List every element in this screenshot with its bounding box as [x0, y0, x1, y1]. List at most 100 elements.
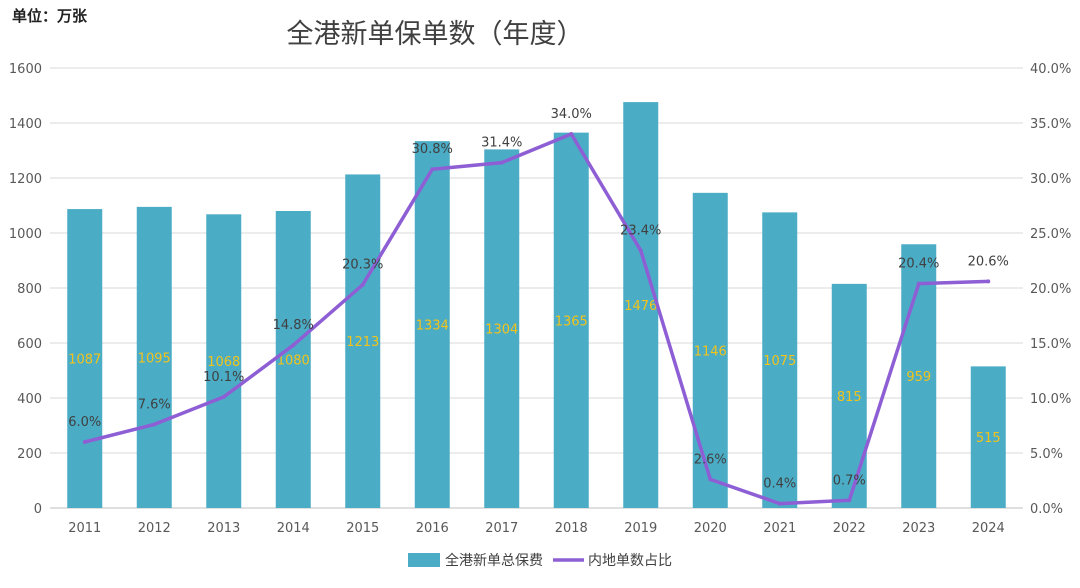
series-line — [83, 132, 991, 506]
unit-label: 单位：万张 — [12, 7, 88, 25]
right-tick-label: 0.0% — [1030, 502, 1063, 517]
line-value-label: 2.6% — [694, 452, 727, 467]
left-tick-label: 1400 — [9, 117, 42, 132]
line-value-label: 23.4% — [620, 224, 661, 239]
line-series — [82, 132, 991, 506]
line-point — [569, 132, 574, 136]
x-tick-label: 2012 — [138, 521, 171, 536]
left-tick-label: 200 — [17, 447, 42, 462]
left-tick-label: 1600 — [9, 62, 42, 77]
line-point — [847, 498, 852, 503]
x-tick-label: 2011 — [68, 521, 101, 536]
bar — [692, 192, 728, 508]
x-tick-label: 2024 — [972, 521, 1005, 536]
x-tick-label: 2021 — [763, 521, 796, 536]
bar-value-label: 1146 — [694, 344, 727, 359]
line-point — [152, 422, 157, 427]
line-point — [430, 167, 435, 172]
line-value-label: 7.6% — [138, 397, 171, 412]
line-value-label: 20.6% — [968, 254, 1009, 269]
x-tick-label: 2020 — [694, 521, 727, 536]
bar — [970, 366, 1006, 508]
left-tick-label: 600 — [17, 337, 42, 352]
left-tick-label: 1000 — [9, 227, 42, 242]
bar — [345, 174, 381, 509]
bar — [67, 209, 103, 508]
right-tick-label: 15.0% — [1030, 337, 1071, 352]
x-tick-label: 2013 — [207, 521, 240, 536]
line-value-label: 34.0% — [551, 107, 592, 122]
x-tick-label: 2023 — [902, 521, 935, 536]
bar-series — [67, 102, 1006, 509]
right-tick-label: 30.0% — [1030, 172, 1071, 187]
left-tick-label: 800 — [17, 282, 42, 297]
line-point — [916, 281, 921, 286]
bar-value-label: 1087 — [68, 353, 101, 368]
line-point — [638, 248, 643, 253]
line-value-label: 20.3% — [342, 258, 383, 273]
left-axis: 0 200 400 600 800 1000 1200 1400 1600 — [9, 62, 42, 517]
bar-value-label: 1334 — [416, 319, 449, 334]
bar-data-labels: 1087 1095 1068 1080 1213 1334 1304 1365 1476 1146… — [68, 299, 1000, 446]
legend-bar-label: 全港新单总保费 — [445, 552, 543, 569]
line-point — [499, 160, 504, 165]
bar-value-label: 959 — [906, 370, 931, 385]
line-value-label: 14.8% — [273, 318, 314, 333]
line-value-label: 6.0% — [68, 415, 101, 430]
bar-value-label: 1304 — [485, 323, 518, 338]
bar — [484, 149, 520, 508]
line-value-label: 0.4% — [763, 477, 796, 492]
line-point — [82, 440, 87, 444]
x-tick-label: 2022 — [833, 521, 866, 536]
bar — [831, 283, 867, 508]
line-value-label: 0.7% — [833, 473, 866, 488]
line-point — [777, 501, 782, 506]
right-tick-label: 25.0% — [1030, 227, 1071, 242]
bar — [275, 211, 311, 508]
bar-value-label: 1213 — [346, 335, 379, 350]
line-value-label: 20.4% — [898, 257, 939, 272]
bar-value-label: 1095 — [138, 351, 171, 366]
left-tick-label: 400 — [17, 392, 42, 407]
gridlines — [50, 67, 1023, 509]
right-tick-label: 35.0% — [1030, 117, 1071, 132]
line-point — [708, 477, 713, 482]
left-tick-label: 0 — [34, 502, 42, 517]
chart-title: 全港新单保单数（年度） — [287, 19, 584, 50]
bar — [206, 214, 242, 509]
x-tick-label: 2015 — [346, 521, 379, 536]
right-axis: 0.0% 5.0% 10.0% 15.0% 20.0% 25.0% 30.0% 35.0% 40… — [1030, 62, 1071, 517]
right-tick-label: 10.0% — [1030, 392, 1071, 407]
line-data-labels: 6.0% 7.6% 10.1% 14.8% 20.3% 30.8% 31.4% 34.0% 23… — [68, 107, 1009, 492]
x-tick-label: 2019 — [624, 521, 657, 536]
line-point — [986, 279, 991, 284]
bar-value-label: 1080 — [277, 354, 310, 369]
bar — [414, 141, 450, 508]
x-tick-label: 2014 — [277, 521, 310, 536]
bar — [553, 132, 589, 508]
bar-value-label: 815 — [837, 390, 862, 405]
left-tick-label: 1200 — [9, 172, 42, 187]
line-point — [221, 394, 226, 399]
line-value-label: 30.8% — [412, 142, 453, 157]
bar — [762, 212, 798, 508]
legend-line-label: 内地单数占比 — [588, 553, 672, 569]
legend-bar-swatch — [408, 553, 440, 567]
bar-value-label: 515 — [976, 431, 1001, 446]
line-point — [360, 282, 365, 287]
bar — [136, 206, 172, 508]
bar — [623, 102, 659, 508]
line-value-label: 10.1% — [203, 370, 244, 385]
right-tick-label: 40.0% — [1030, 62, 1071, 77]
line-point — [291, 343, 296, 348]
right-tick-label: 20.0% — [1030, 282, 1071, 297]
x-tick-label: 2017 — [485, 521, 518, 536]
bar-value-label: 1068 — [207, 355, 240, 370]
bar-value-label: 1075 — [763, 354, 796, 369]
legend: 全港新单总保费 内地单数占比 — [408, 552, 672, 569]
x-axis: 2011 2012 2013 2014 2015 2016 2017 2018 2019 2020… — [68, 521, 1005, 536]
x-tick-label: 2018 — [555, 521, 588, 536]
x-tick-label: 2016 — [416, 521, 449, 536]
